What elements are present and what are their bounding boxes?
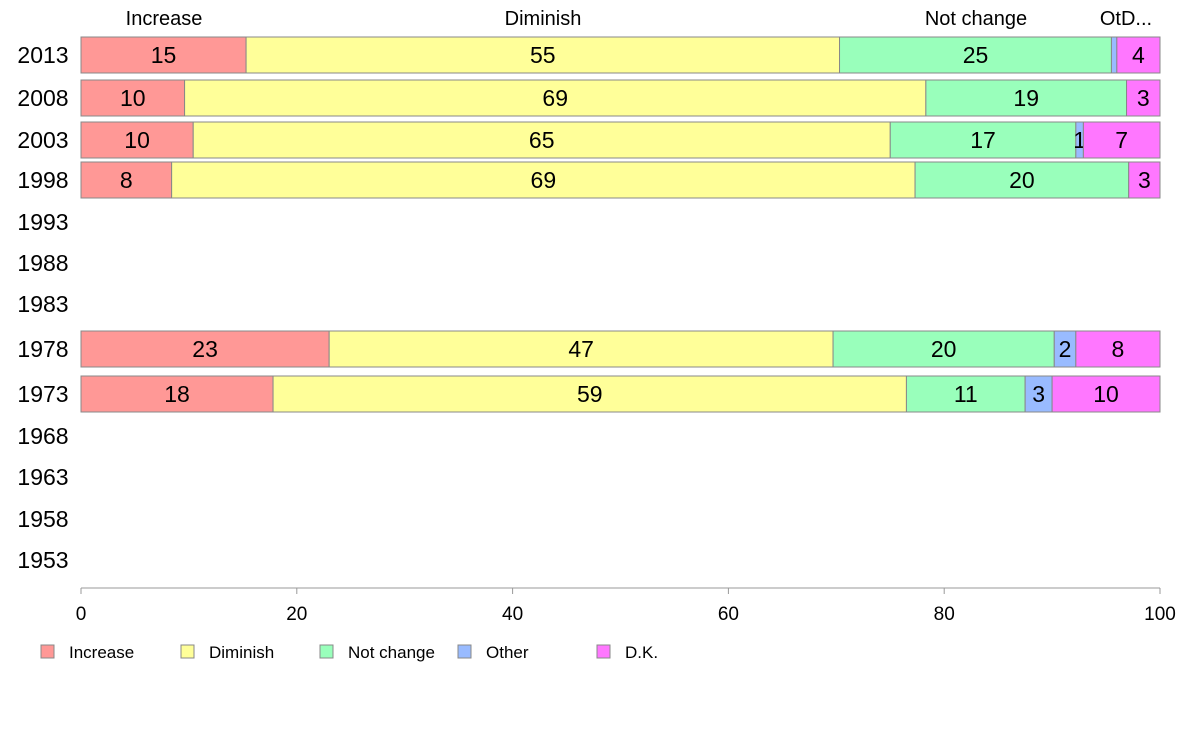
bar-value-label: 69 — [542, 85, 568, 111]
column-header-label: OtD... — [1100, 8, 1152, 30]
bar-value-label: 3 — [1137, 85, 1150, 111]
bar-segment — [245, 36, 841, 74]
bar-segment — [1126, 79, 1161, 117]
x-tick-label: 40 — [502, 604, 523, 625]
y-axis-labels: 2013 2008 2003 1998 1993 1988 1983 1978 1973 1968… — [17, 42, 68, 573]
bar-value-label: 2 — [1059, 336, 1072, 362]
legend-label: Diminish — [209, 643, 274, 662]
bar-value-label: 11 — [954, 381, 978, 407]
y-tick-label: 1958 — [17, 506, 68, 532]
y-tick-label: 2003 — [17, 127, 68, 153]
bar-value-label: 1 — [1073, 127, 1086, 153]
legend-swatch — [180, 644, 195, 659]
legend-swatch — [40, 644, 55, 659]
bar-segment — [184, 79, 927, 117]
column-header-label: Diminish — [505, 8, 582, 30]
bar-value-label: 20 — [1009, 167, 1035, 193]
bar-segment — [192, 121, 891, 159]
bar-value-label: 19 — [1013, 85, 1039, 111]
bar-segment — [1075, 330, 1161, 368]
bar-value-label: 23 — [192, 336, 218, 362]
y-tick-label: 1953 — [17, 547, 68, 573]
y-tick-label: 1968 — [17, 423, 68, 449]
y-tick-label: 2013 — [17, 42, 68, 68]
bar-value-label: 47 — [568, 336, 594, 362]
bar-segment — [905, 375, 1026, 413]
y-tick-label: 1998 — [17, 167, 68, 193]
column-header-label: Increase — [126, 8, 203, 30]
bar-segment — [80, 375, 274, 413]
y-tick-label: 1978 — [17, 336, 68, 362]
y-tick-label: 1973 — [17, 381, 68, 407]
y-tick-label: 1993 — [17, 209, 68, 235]
legend-swatch — [596, 644, 611, 659]
legend-label: Increase — [69, 643, 134, 662]
bar-value-label: 17 — [970, 127, 996, 153]
bar-segment — [914, 161, 1130, 199]
x-tick-label: 100 — [1144, 604, 1176, 625]
bar-segment — [1082, 121, 1161, 159]
bar-segment — [1116, 36, 1161, 74]
bar-segment — [1110, 36, 1118, 74]
y-tick-label: 2008 — [17, 85, 68, 111]
bar-segment — [1128, 161, 1161, 199]
column-header-labels: Increase Diminish Not change OtD... — [126, 8, 1152, 30]
bar-value-label: 69 — [531, 167, 557, 193]
legend: Increase Diminish Not change Other D.K. — [40, 643, 658, 662]
legend-label: D.K. — [625, 643, 658, 662]
bar-value-label: 59 — [577, 381, 603, 407]
y-tick-label: 1983 — [17, 291, 68, 317]
bar-value-label: 3 — [1032, 381, 1045, 407]
x-tick-label: 20 — [286, 604, 307, 625]
bar-value-label: 3 — [1138, 167, 1151, 193]
bar-segment — [80, 79, 186, 117]
legend-label: Not change — [348, 643, 435, 662]
legend-swatch — [457, 644, 472, 659]
bar-segment — [80, 36, 247, 74]
bar-segment — [80, 330, 330, 368]
legend-label: Other — [486, 643, 529, 662]
bar-value-label: 10 — [1093, 381, 1119, 407]
bar-value-label: 20 — [931, 336, 957, 362]
y-tick-label: 1963 — [17, 464, 68, 490]
bar-segment — [272, 375, 907, 413]
bar-segment — [832, 330, 1055, 368]
bar-value-label: 25 — [963, 42, 989, 68]
x-tick-label: 80 — [934, 604, 955, 625]
bar-value-label: 4 — [1132, 42, 1145, 68]
x-tick-label: 60 — [718, 604, 739, 625]
bars: 15 55 25 410 69 19 310 65 17 1 78 69 20 323 47 20 2 818 59… — [80, 36, 1161, 413]
bar-value-label: 15 — [151, 42, 177, 68]
bar-segment — [839, 36, 1112, 74]
bar-segment — [80, 161, 173, 199]
bar-segment — [171, 161, 916, 199]
column-header-label: Not change — [925, 8, 1027, 30]
bar-segment — [328, 330, 834, 368]
bar-segment — [1051, 375, 1161, 413]
bar-value-label: 8 — [1112, 336, 1125, 362]
bar-value-label: 8 — [120, 167, 133, 193]
bar-segment — [925, 79, 1128, 117]
bar-value-label: 18 — [164, 381, 190, 407]
x-tick-label: 0 — [76, 604, 87, 625]
bar-value-label: 7 — [1115, 127, 1128, 153]
legend-swatch — [319, 644, 334, 659]
y-tick-label: 1988 — [17, 250, 68, 276]
x-axis: 0 20 40 60 80 100 — [76, 587, 1176, 625]
bar-segment — [80, 121, 194, 159]
bar-value-label: 10 — [124, 127, 150, 153]
bar-value-label: 55 — [530, 42, 556, 68]
bar-value-label: 65 — [529, 127, 555, 153]
bar-value-label: 10 — [120, 85, 146, 111]
